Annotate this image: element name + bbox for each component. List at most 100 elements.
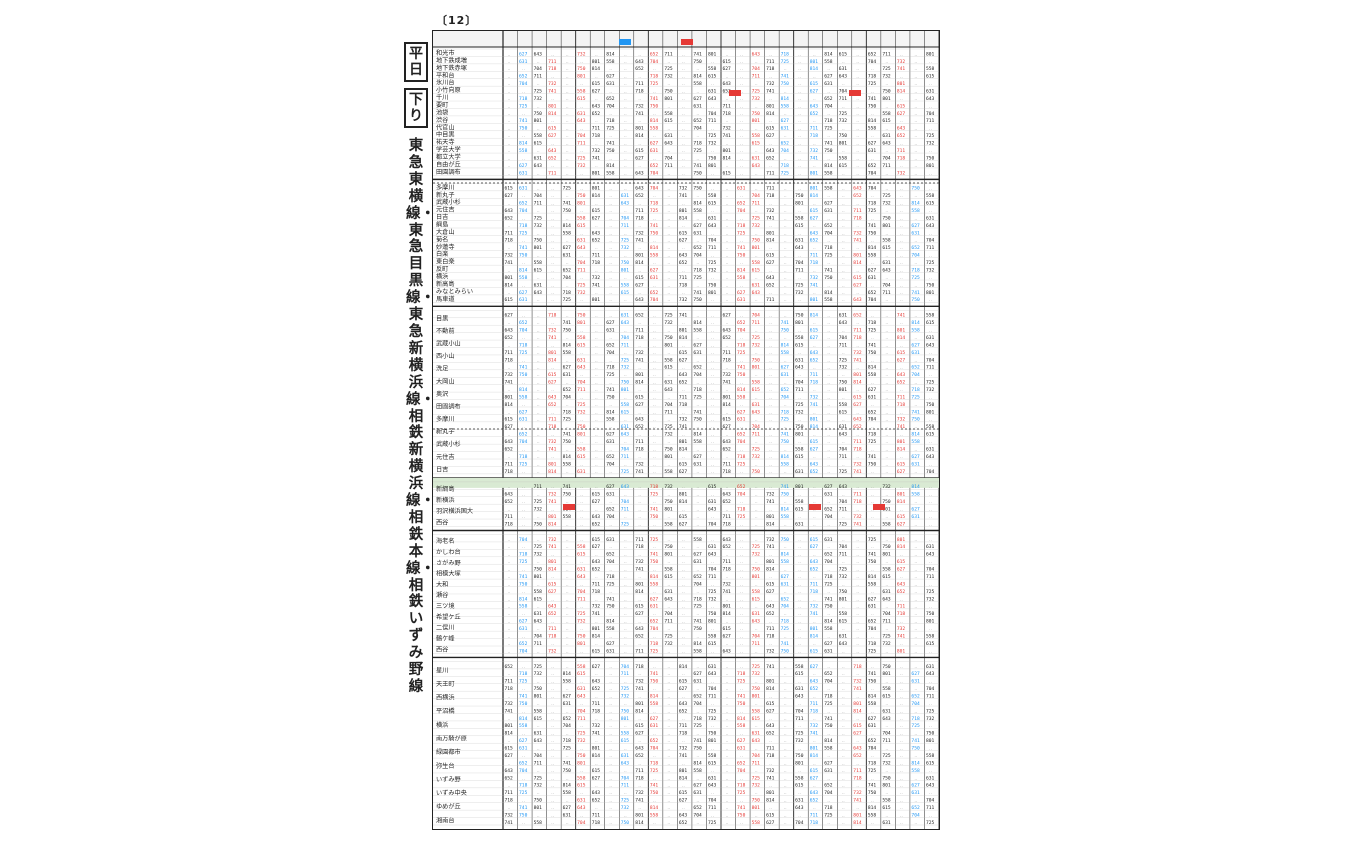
no-stop-cell: ‥ bbox=[537, 336, 540, 341]
time-cell: 652 bbox=[810, 111, 819, 117]
no-stop-cell: ‥ bbox=[667, 538, 670, 543]
no-stop-cell: ‥ bbox=[885, 276, 888, 281]
no-stop-cell: ‥ bbox=[682, 597, 685, 602]
time-cell: 741 bbox=[635, 238, 644, 244]
no-stop-cell: ‥ bbox=[900, 194, 903, 199]
time-cell: 631 bbox=[708, 664, 717, 670]
no-stop-cell: ‥ bbox=[624, 395, 627, 400]
no-stop-cell: ‥ bbox=[784, 821, 787, 826]
time-cell: 643 bbox=[679, 253, 688, 259]
no-stop-cell: ‥ bbox=[885, 403, 888, 408]
no-stop-cell: ‥ bbox=[551, 508, 554, 513]
no-stop-cell: ‥ bbox=[856, 508, 859, 513]
time-cell: 718 bbox=[505, 238, 514, 244]
no-stop-cell: ‥ bbox=[740, 314, 743, 319]
time-cell: 814 bbox=[650, 574, 659, 580]
no-stop-cell: ‥ bbox=[769, 761, 772, 766]
no-stop-cell: ‥ bbox=[726, 791, 729, 796]
time-cell: 627 bbox=[592, 544, 601, 550]
no-stop-cell: ‥ bbox=[624, 142, 627, 147]
station-label: 平和台 bbox=[436, 71, 455, 79]
time-cell: 627 bbox=[810, 88, 819, 94]
no-stop-cell: ‥ bbox=[537, 462, 540, 467]
time-cell: 801 bbox=[766, 103, 775, 109]
no-stop-cell: ‥ bbox=[667, 283, 670, 288]
no-stop-cell: ‥ bbox=[740, 470, 743, 475]
time-cell: 718 bbox=[679, 402, 688, 408]
time-cell: 652 bbox=[606, 507, 615, 513]
no-stop-cell: ‥ bbox=[696, 134, 699, 139]
no-stop-cell: ‥ bbox=[813, 321, 816, 326]
no-stop-cell: ‥ bbox=[929, 171, 932, 176]
time-cell: 718 bbox=[853, 775, 862, 781]
no-stop-cell: ‥ bbox=[784, 231, 787, 236]
time-cell: 750 bbox=[563, 439, 572, 445]
time-cell: 643 bbox=[853, 746, 862, 752]
no-stop-cell: ‥ bbox=[595, 142, 598, 147]
no-stop-cell: ‥ bbox=[856, 605, 859, 610]
time-cell: 725 bbox=[708, 260, 717, 266]
no-stop-cell: ‥ bbox=[784, 447, 787, 452]
no-stop-cell: ‥ bbox=[856, 112, 859, 117]
no-stop-cell: ‥ bbox=[566, 754, 569, 759]
time-cell: 732 bbox=[882, 484, 891, 490]
time-cell: 814 bbox=[519, 267, 528, 273]
no-stop-cell: ‥ bbox=[856, 560, 859, 565]
no-stop-cell: ‥ bbox=[740, 687, 743, 692]
time-cell: 627 bbox=[548, 133, 557, 139]
time-cell: 750 bbox=[781, 328, 790, 334]
time-cell: 631 bbox=[824, 648, 833, 654]
time-cell: 741 bbox=[679, 193, 688, 199]
no-stop-cell: ‥ bbox=[914, 522, 917, 527]
time-cell: 615 bbox=[839, 163, 848, 169]
no-stop-cell: ‥ bbox=[798, 747, 801, 752]
time-cell: 718 bbox=[868, 760, 877, 766]
time-cell: 814 bbox=[810, 753, 819, 759]
time-cell: 732 bbox=[897, 170, 906, 176]
no-stop-cell: ‥ bbox=[682, 761, 685, 766]
no-stop-cell: ‥ bbox=[667, 462, 670, 467]
no-stop-cell: ‥ bbox=[522, 776, 525, 781]
no-stop-cell: ‥ bbox=[914, 799, 917, 804]
time-cell: 652 bbox=[592, 111, 601, 117]
time-cell: 732 bbox=[548, 648, 557, 654]
no-stop-cell: ‥ bbox=[784, 687, 787, 692]
no-stop-cell: ‥ bbox=[653, 687, 656, 692]
time-cell: 631 bbox=[926, 335, 935, 341]
time-cell: 652 bbox=[897, 133, 906, 139]
time-cell: 643 bbox=[926, 454, 935, 460]
time-cell: 814 bbox=[911, 201, 920, 207]
time-cell: 615 bbox=[577, 454, 586, 460]
time-cell: 704 bbox=[795, 380, 804, 386]
no-stop-cell: ‥ bbox=[755, 171, 758, 176]
time-cell: 631 bbox=[882, 260, 891, 266]
time-cell: 711 bbox=[723, 350, 732, 356]
no-stop-cell: ‥ bbox=[522, 381, 525, 386]
station-label: 洗足 bbox=[436, 365, 448, 373]
time-cell: 741 bbox=[548, 335, 557, 341]
time-cell: 725 bbox=[621, 469, 630, 475]
no-stop-cell: ‥ bbox=[726, 672, 729, 677]
no-stop-cell: ‥ bbox=[900, 261, 903, 266]
time-cell: 558 bbox=[606, 170, 615, 176]
time-cell: 558 bbox=[737, 275, 746, 281]
no-stop-cell: ‥ bbox=[551, 261, 554, 266]
time-cell: 801 bbox=[897, 648, 906, 654]
time-cell: 725 bbox=[621, 521, 630, 527]
no-stop-cell: ‥ bbox=[856, 246, 859, 251]
time-cell: 627 bbox=[548, 589, 557, 595]
no-stop-cell: ‥ bbox=[638, 119, 641, 124]
no-stop-cell: ‥ bbox=[682, 560, 685, 565]
no-stop-cell: ‥ bbox=[842, 672, 845, 677]
no-stop-cell: ‥ bbox=[580, 702, 583, 707]
station-label: 和光市 bbox=[436, 49, 455, 57]
time-cell: 732 bbox=[810, 275, 819, 281]
time-cell: 558 bbox=[882, 567, 891, 573]
no-stop-cell: ‥ bbox=[842, 724, 845, 729]
no-stop-cell: ‥ bbox=[798, 582, 801, 587]
no-stop-cell: ‥ bbox=[551, 791, 554, 796]
no-stop-cell: ‥ bbox=[885, 351, 888, 356]
no-stop-cell: ‥ bbox=[827, 112, 830, 117]
time-cell: 615 bbox=[795, 342, 804, 348]
no-stop-cell: ‥ bbox=[667, 239, 670, 244]
